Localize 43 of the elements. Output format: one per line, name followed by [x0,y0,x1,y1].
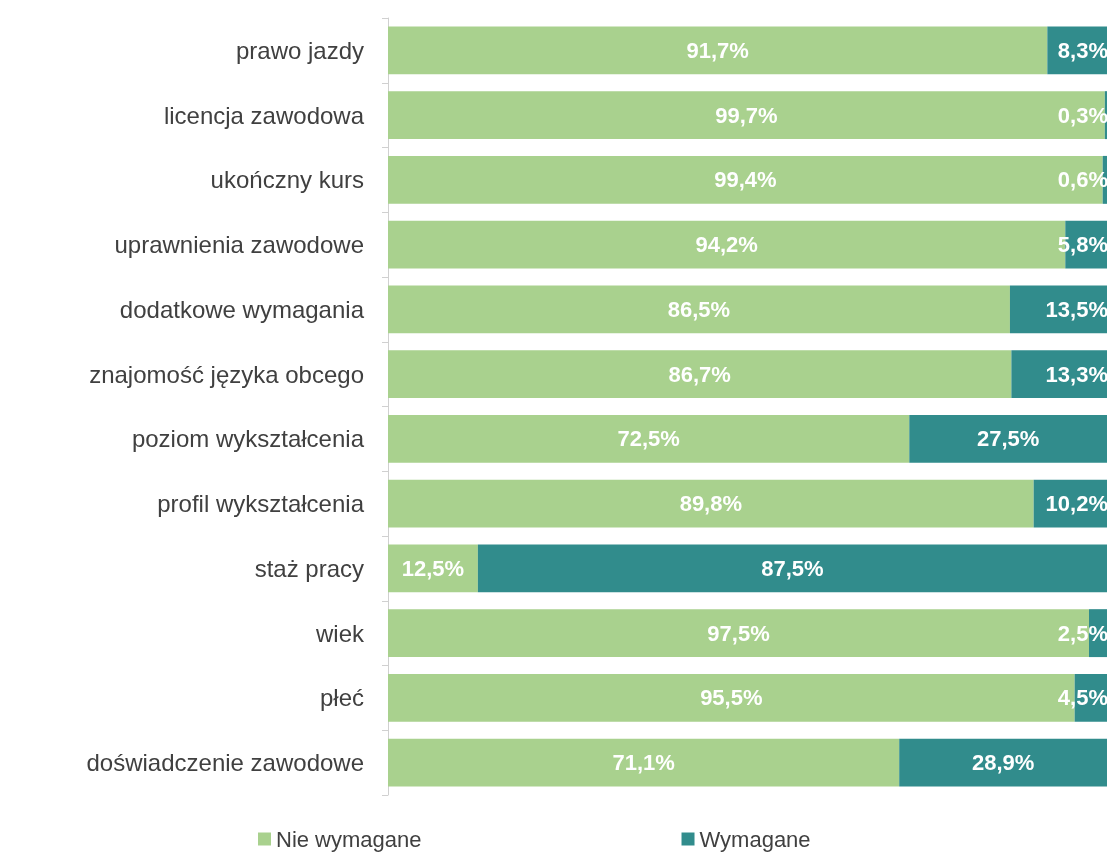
y-tick-label: wiek [314,619,365,647]
data-label: 28,9% [971,750,1035,776]
data-label: 87,5% [761,555,824,581]
bar [899,738,1107,787]
data-label: 86,5% [667,296,731,322]
data-label: 27,5% [976,426,1040,452]
y-tick-label: licencja zawodowa [163,101,365,129]
data-label: 94,2% [695,232,758,258]
bar [388,414,910,463]
y-tick-label: profil wykształcenia [157,490,365,518]
bar [388,285,1010,334]
legend-label: Wymagane [699,826,811,852]
bar [477,544,1107,593]
y-tick-label: prawo jazdy [235,36,364,64]
data-label: 89,8% [679,491,743,517]
data-label: 99,4% [714,167,777,193]
y-tick-label: ukończny kurs [210,166,364,194]
y-tick-label: staż pracy [254,554,364,582]
bar [909,414,1107,463]
data-label: 97,5% [707,620,770,646]
legend-label: Nie wymagane [276,826,422,852]
y-tick-label: doświadczenie zawodowe [86,749,364,777]
bar [388,26,1048,75]
y-tick-label: poziom wykształcenia [131,425,365,453]
y-tick-label: dodatkowe wymagania [119,295,365,323]
bar [388,738,900,787]
y-tick-label: znajomość języka obcego [89,360,364,388]
data-label: 8,3% [1057,37,1108,63]
data-label: 10,2% [1045,491,1108,517]
data-label: 91,7% [686,37,749,63]
y-tick-label: płeć [319,684,364,712]
data-label: 12,5% [401,555,465,581]
data-label: 13,5% [1045,296,1108,322]
data-label: 13,3% [1045,361,1108,387]
data-label: 71,1% [612,750,675,776]
data-label: 72,5% [617,426,680,452]
bar [388,479,1034,528]
data-label: 99,7% [715,102,778,128]
y-tick-label: uprawnienia zawodowe [114,231,364,259]
bar [388,350,1012,399]
bar [388,91,1105,140]
data-label: 95,5% [700,685,763,711]
data-label: 86,7% [668,361,731,387]
